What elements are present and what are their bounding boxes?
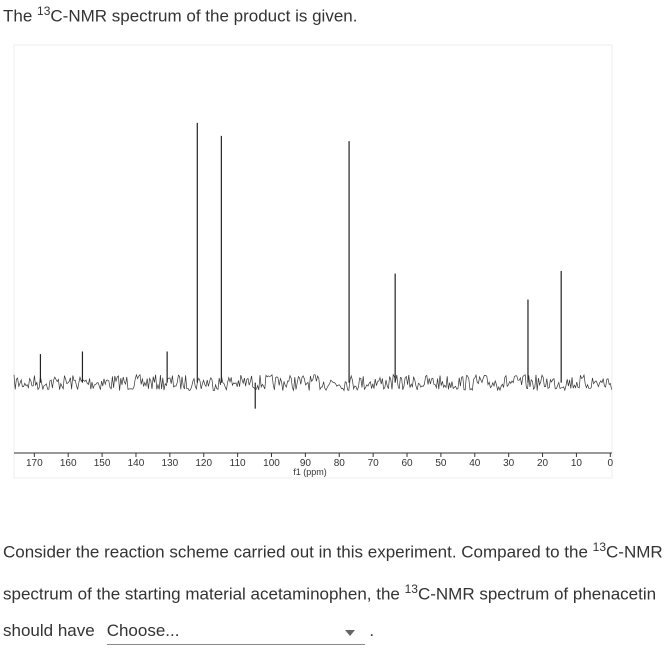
x-tick-label: 100 xyxy=(263,458,280,469)
x-tick-label: 150 xyxy=(94,458,111,469)
x-tick-label: 90 xyxy=(300,458,312,469)
x-tick-label: 140 xyxy=(128,458,145,469)
dropdown[interactable]: Choose... xyxy=(106,618,365,646)
x-tick-label: 120 xyxy=(195,458,212,469)
question-text: C-NMR spectrum of phenacetin should have xyxy=(3,584,657,641)
superscript: 13 xyxy=(404,581,418,596)
x-tick-label: 10 xyxy=(571,458,583,469)
x-tick-label: 50 xyxy=(435,458,447,469)
question-text: Consider the reaction scheme carried out… xyxy=(3,542,593,562)
plot-frame xyxy=(13,44,613,479)
superscript: 13 xyxy=(592,540,606,554)
x-tick-label: 70 xyxy=(368,458,380,469)
intro-text: C-NMR spectrum of the product is given. xyxy=(50,6,358,26)
dropdown-arrow xyxy=(344,630,355,637)
x-tick-label: 130 xyxy=(162,458,179,469)
baseline-noise xyxy=(13,373,612,392)
x-tick-label: 110 xyxy=(230,458,246,469)
question-text: C-NMR spectrum of the starting material … xyxy=(3,542,663,604)
x-tick-label: 20 xyxy=(537,458,549,469)
x-tick-label: 160 xyxy=(60,458,77,469)
superscript: 13 xyxy=(37,4,51,18)
x-tick-label: 30 xyxy=(503,458,515,469)
x-axis-label: f1 (ppm) xyxy=(293,467,327,477)
intro: The 13C-NMR spectrum of the product is g… xyxy=(3,4,357,27)
question-text: . xyxy=(369,621,375,641)
intro-text: The xyxy=(3,6,38,26)
x-tick-label: 40 xyxy=(469,458,481,469)
x-tick-label: 80 xyxy=(334,458,346,469)
nmr-chart: f1 (ppm) 170 160 150 140 130 120 110 100 90 80 70 6… xyxy=(13,44,614,479)
question: Consider the reaction scheme carried out… xyxy=(3,529,663,649)
x-tick-label: 0 xyxy=(608,458,614,469)
x-tick-label: 170 xyxy=(26,458,43,469)
x-tick-label: 60 xyxy=(401,458,413,469)
dropdown-text: Choose... xyxy=(106,621,180,641)
